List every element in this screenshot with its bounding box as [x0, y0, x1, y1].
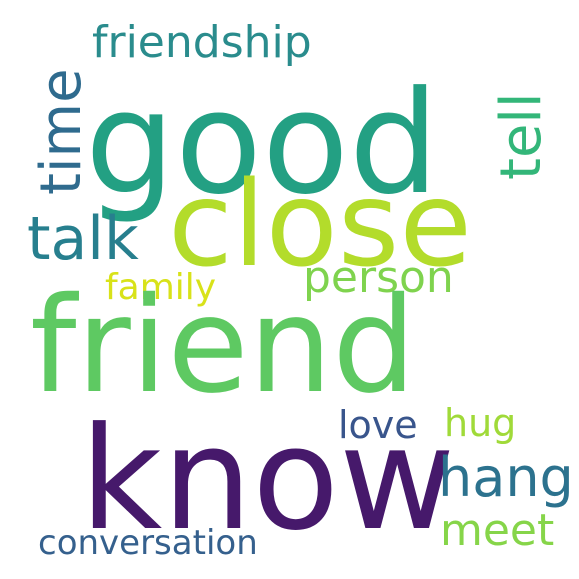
word-time: time: [29, 68, 94, 195]
word-good: good: [85, 61, 439, 226]
word-hug: hug: [444, 401, 516, 445]
word-talk: talk: [27, 204, 139, 274]
word-love: love: [338, 403, 418, 447]
word-person: person: [303, 252, 454, 303]
word-tell: tell: [489, 92, 554, 180]
word-hang: hang: [438, 446, 574, 509]
word-know: know: [80, 397, 455, 562]
word-friend: friend: [30, 269, 416, 423]
word-meet: meet: [440, 505, 554, 556]
word-conversation: conversation: [38, 523, 258, 563]
word-family: family: [105, 267, 216, 308]
word-friendship: friendship: [92, 17, 312, 68]
word-close: close: [168, 155, 472, 293]
